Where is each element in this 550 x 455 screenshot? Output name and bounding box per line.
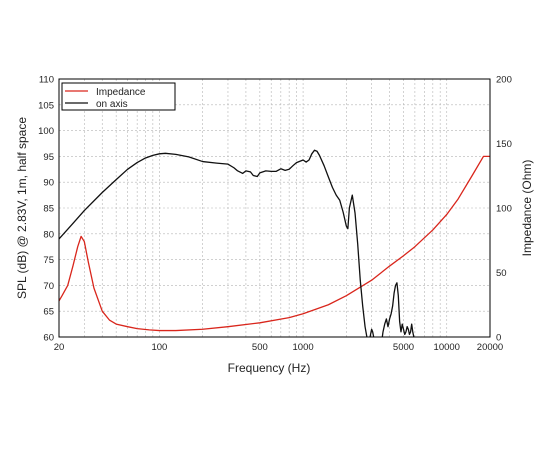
y-tick-label: 100 (38, 126, 54, 137)
grid-lines (59, 79, 490, 337)
legend: Impedance on axis (61, 82, 176, 111)
x-tick-label: 1000 (293, 342, 314, 353)
y-tick-label: 95 (43, 152, 54, 163)
y-tick-label: 105 (38, 100, 54, 111)
series-layer (59, 149, 490, 337)
y-tick-label: 80 (43, 229, 54, 240)
y-tick-label: 70 (43, 281, 54, 292)
y2-tick-label: 50 (496, 268, 507, 279)
series-line-impedance (59, 155, 490, 332)
y-tick-label: 75 (43, 255, 54, 266)
y-tick-label: 65 (43, 307, 54, 318)
x-tick-label: 100 (151, 342, 167, 353)
legend-label-impedance: Impedance (96, 87, 146, 98)
plot-frame (58, 78, 491, 338)
x-tick-label: 5000 (393, 342, 414, 353)
x-tick-label: 20 (54, 342, 65, 353)
y2-tick-label: 150 (496, 139, 512, 150)
x-tick-label: 20000 (477, 342, 503, 353)
y2-tick-label: 0 (496, 333, 501, 344)
tick-labels: 20 100 500 1000 5000 10000 2000060657075808590… (38, 75, 512, 354)
y-tick-label: 90 (43, 178, 54, 189)
legend-box (61, 82, 176, 111)
y2-axis-title: Impedance (Ohm) (520, 160, 534, 257)
y-tick-label: 85 (43, 204, 54, 215)
y-tick-label: 60 (43, 333, 54, 344)
y-tick-label: 110 (39, 75, 54, 86)
legend-label-on-axis: on axis (96, 99, 128, 110)
x-tick-label: 500 (252, 342, 268, 353)
y2-tick-label: 100 (496, 204, 512, 215)
y-axis-title: SPL (dB) @ 2.83V, 1m, half space (15, 117, 29, 299)
x-axis-title: Frequency (Hz) (228, 361, 311, 375)
y2-tick-label: 200 (496, 75, 512, 86)
series-line-on-axis (59, 149, 415, 337)
x-tick-label: 10000 (434, 342, 460, 353)
